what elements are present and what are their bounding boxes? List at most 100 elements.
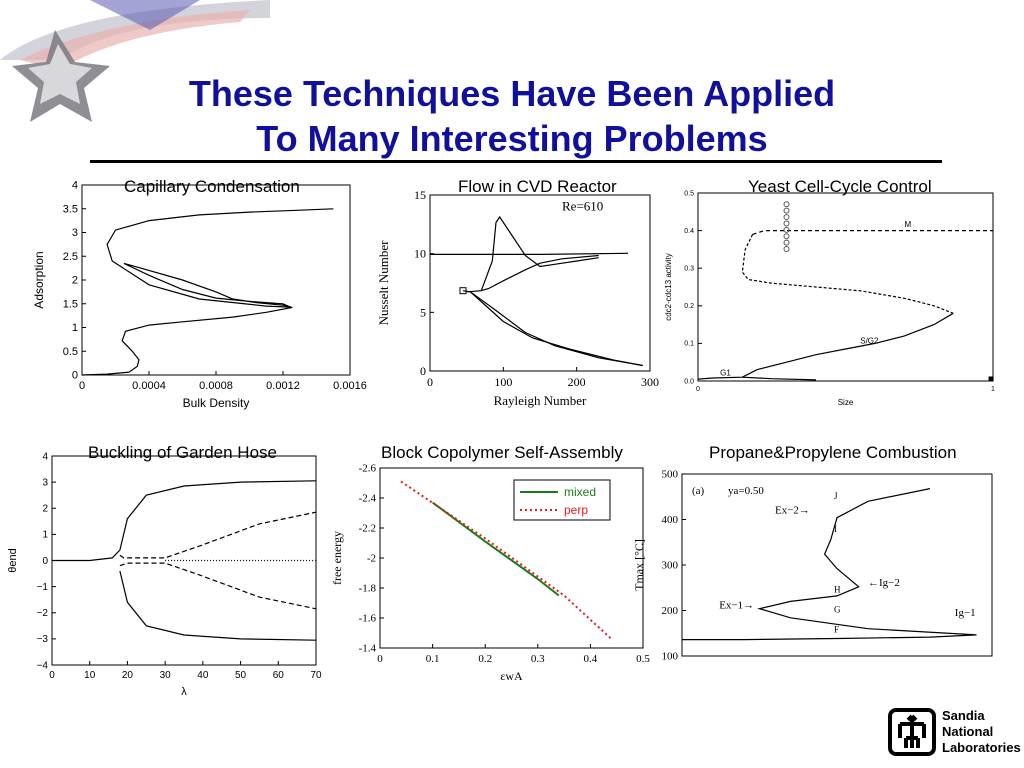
y-axis-label: cdc2-cdc13 activity [664, 253, 673, 321]
annotation-ya: ya=0.50 [728, 485, 764, 497]
y-tick-label: 0.3 [684, 266, 694, 273]
annotation-text: Re=610 [562, 198, 603, 213]
y-tick-label: 0.5 [63, 346, 78, 358]
y-tick-label: 15 [414, 188, 426, 202]
legend-label-mixed: mixed [564, 485, 596, 499]
legend-label-perp: perp [564, 503, 588, 517]
yeast-chart: 0 1 0.0 0.1 0.2 0.3 0.4 0.5 Size cdc2-cdc13 activ… [664, 190, 995, 407]
slide-title-line2: To Many Interesting Problems [256, 118, 768, 159]
y-axis-label: Nusselt Number [376, 240, 391, 326]
x-tick-label: 30 [160, 670, 172, 681]
x-tick-label: 20 [122, 670, 134, 681]
y-tick-label: 300 [662, 560, 679, 572]
branch-label-m: M [905, 220, 912, 229]
point-label: F [834, 624, 839, 634]
x-tick-label: 10 [84, 670, 96, 681]
x-tick-label: 200 [568, 375, 586, 389]
y-tick-label: 0.5 [684, 190, 694, 197]
turning-point-marker [459, 287, 467, 295]
annotation-panel-id: (a) [692, 485, 705, 497]
slide-title-line1: These Techniques Have Been Applied [188, 73, 836, 114]
sandia-logo: Sandia National Laboratories [888, 706, 1021, 758]
y-tick-label: 3 [72, 227, 78, 239]
y-tick-label: 0.2 [684, 303, 694, 310]
annotation-ex2: Ex−2→ [775, 504, 810, 516]
series-line [119, 562, 317, 610]
x-axis-label: εwA [500, 669, 523, 683]
series-line [119, 511, 317, 559]
series-line [469, 291, 643, 367]
series-line [752, 230, 993, 235]
x-axis-label: Rayleigh Number [494, 393, 587, 408]
series-line [481, 254, 599, 292]
data-point [783, 201, 790, 208]
legend-box [513, 479, 611, 521]
y-tick-label: 1 [72, 322, 78, 334]
panel-title-hose: Buckling of Garden Hose [88, 443, 277, 462]
logo-line3: Laboratories [942, 740, 1021, 755]
y-tick-label: -2 [367, 553, 376, 565]
series-line [81, 208, 334, 376]
series-line [742, 376, 817, 381]
y-tick-label: 1.5 [63, 298, 78, 310]
x-tick-label: 0.4 [584, 653, 598, 665]
x-tick-label: 1 [991, 386, 995, 393]
end-marker [988, 376, 994, 382]
y-tick-label: 100 [662, 651, 679, 663]
branch-label-g1: G1 [720, 368, 731, 377]
point-label: G [834, 604, 841, 614]
x-tick-label: 0.1 [426, 653, 440, 665]
series-line [462, 290, 643, 367]
series-line [119, 570, 317, 641]
y-tick-label: 4 [72, 180, 78, 192]
y-tick-label: 5 [420, 305, 426, 319]
y-tick-label: 0.1 [684, 341, 694, 348]
panel-title-yeast: Yeast Cell-Cycle Control [748, 177, 932, 196]
x-tick-label: 0.0012 [266, 380, 300, 392]
x-tick-label: 0.2 [478, 653, 492, 665]
y-tick-label: 200 [662, 605, 679, 617]
sandia-thunderbird-icon [888, 708, 936, 756]
logo-line1: Sandia [942, 708, 985, 723]
logo-line2: National [942, 724, 994, 739]
x-tick-label: 0 [377, 653, 383, 665]
data-point [783, 214, 790, 221]
x-tick-label: 0.3 [531, 653, 545, 665]
x-tick-label: 0 [696, 386, 700, 393]
y-tick-label: 0 [72, 370, 78, 382]
annotation-ex1: Ex−1→ [719, 600, 754, 612]
y-tick-label: 3.5 [63, 203, 78, 215]
y-axis-label: θend [7, 548, 19, 572]
x-tick-label: 40 [197, 670, 209, 681]
series-line [430, 252, 629, 255]
y-tick-label: -2.2 [359, 523, 376, 535]
y-tick-label: 400 [662, 514, 679, 526]
y-tick-label: 2 [72, 275, 78, 287]
y-tick-label: -1.8 [359, 583, 377, 595]
x-axis-label: Bulk Density [183, 396, 250, 410]
panel-title-cvd: Flow in CVD Reactor [458, 177, 617, 196]
data-point [783, 226, 790, 233]
annotation-ig1: Ig−1 [955, 607, 976, 619]
x-axis-label: λ [181, 686, 187, 698]
data-point [783, 233, 790, 240]
x-tick-label: 0 [49, 670, 55, 681]
y-tick-label: 0 [42, 556, 48, 567]
series-line [697, 312, 954, 380]
plot-frame [429, 194, 651, 372]
copolymer-chart: 0 0.1 0.2 0.3 0.4 0.5 -1.4 -1.6 -1.8 -2 -2.2 -2.4 -2… [330, 463, 650, 683]
x-tick-label: 0.5 [636, 653, 650, 665]
panel-title-copolymer: Block Copolymer Self-Assembly [381, 443, 623, 462]
branch-label-sg2: S/G2 [860, 336, 879, 345]
data-point [783, 246, 790, 253]
decorative-star-graphic [0, 0, 270, 122]
x-tick-label: 0.0008 [199, 380, 233, 392]
data-point [783, 220, 790, 227]
y-tick-label: 0 [420, 364, 426, 378]
annotation-ig2: ←Ig−2 [868, 577, 900, 589]
series-line [466, 215, 599, 293]
hose-chart: 0 10 20 30 40 50 60 70 −4 −3 −2 −1 0 1 2 3 4 λ θend [7, 451, 322, 698]
y-tick-label: 4 [42, 451, 48, 462]
y-tick-label: -1.4 [359, 643, 377, 655]
capillary-chart: 0 0.0004 0.0008 0.0012 0.0016 0 0.5 1 1.5 2 2.5 3 3.… [32, 180, 367, 410]
